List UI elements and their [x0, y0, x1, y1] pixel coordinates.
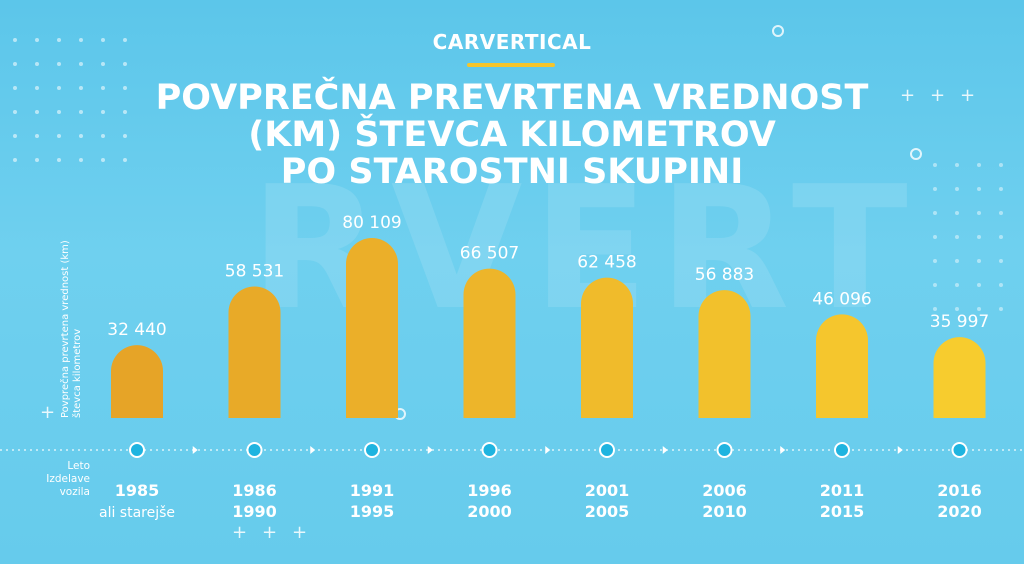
timeline-node [951, 442, 968, 458]
x-axis-label: Leto Izdelave vozila [30, 460, 90, 499]
chart-title-line: (KM) ŠTEVCA KILOMETROV [248, 115, 776, 155]
bar-value-label: 66 507 [460, 244, 519, 264]
bar-value-label: 80 109 [342, 213, 401, 233]
timeline-node [834, 442, 850, 458]
category-label: 2006 [702, 481, 747, 500]
chart-title-line: POVPREČNA PREVRTENA VREDNOST [155, 78, 869, 118]
category-label: 2000 [467, 502, 512, 521]
timeline-node [599, 442, 615, 458]
bar [698, 290, 751, 418]
bar [816, 314, 868, 418]
bar-value-label: 35 997 [930, 312, 989, 332]
category-label: 1986 [232, 481, 277, 500]
timeline-arrow [662, 446, 668, 454]
category-label: 2011 [820, 481, 865, 500]
bar [581, 277, 633, 418]
brand-logo: CARVERTICAL [432, 30, 592, 54]
bar-value-label: 46 096 [812, 289, 871, 309]
timeline-node [481, 442, 498, 458]
category-label: 2010 [702, 502, 747, 521]
bar-value-label: 56 883 [695, 265, 754, 285]
category-label: 1990 [232, 502, 277, 521]
timeline-arrow [780, 446, 786, 454]
bar [228, 286, 281, 418]
category-label: 1996 [467, 481, 512, 500]
category-label: 2005 [585, 502, 630, 521]
category-label: 1995 [350, 502, 395, 521]
bar-value-label: 62 458 [577, 253, 636, 273]
logo-underline [467, 63, 555, 67]
bar [346, 238, 398, 418]
timeline-arrow [310, 446, 316, 454]
x-axis-label-line: Leto [67, 460, 90, 472]
category-label: ali starejše [99, 505, 175, 521]
category-label: 2015 [820, 502, 865, 521]
timeline-node [364, 442, 380, 458]
chart-title-line: PO STAROSTNI SKUPINI [280, 152, 744, 192]
timeline-node [129, 442, 145, 458]
category-label: 1985 [115, 481, 160, 500]
timeline-node [246, 442, 263, 458]
category-label: 2001 [585, 481, 630, 500]
bar-value-label: 32 440 [107, 320, 166, 340]
timeline-node [716, 442, 733, 458]
category-label: 2020 [937, 502, 982, 521]
x-axis-label-line: vozila [59, 486, 90, 498]
bar [111, 345, 163, 418]
bar-value-label: 58 531 [225, 261, 284, 281]
category-label: 2016 [937, 481, 982, 500]
timeline-arrow [897, 446, 903, 454]
timeline-arrow [192, 446, 198, 454]
bar [933, 337, 986, 418]
timeline-arrow [545, 446, 551, 454]
x-axis-label-line: Izdelave [46, 473, 90, 485]
bar [463, 268, 516, 418]
timeline-arrow [427, 446, 433, 454]
category-label: 1991 [350, 481, 395, 500]
chart-title: POVPREČNA PREVRTENA VREDNOST (KM) ŠTEVCA… [0, 80, 1024, 191]
